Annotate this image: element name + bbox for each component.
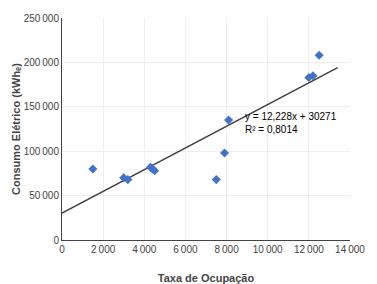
svg-text:250 000: 250 000 [24, 13, 60, 24]
svg-text:y = 12,228x + 30271R² = 0,8014: y = 12,228x + 30271R² = 0,8014 [245, 111, 337, 135]
svg-text:4 000: 4 000 [132, 244, 157, 255]
svg-text:10 000: 10 000 [253, 244, 283, 255]
svg-text:200 000: 200 000 [24, 57, 60, 68]
svg-text:14 000: 14 000 [335, 244, 365, 255]
svg-text:0: 0 [53, 235, 59, 246]
svg-text:150 000: 150 000 [24, 101, 60, 112]
svg-text:50 000: 50 000 [29, 190, 59, 201]
svg-text:12 000: 12 000 [294, 244, 324, 255]
svg-text:6 000: 6 000 [173, 244, 198, 255]
svg-text:Taxa de Ocupação: Taxa de Ocupação [158, 272, 255, 284]
svg-text:100 000: 100 000 [24, 146, 60, 157]
svg-text:Consumo Elétrico (kWhₑ): Consumo Elétrico (kWhₑ) [10, 63, 22, 195]
svg-text:8 000: 8 000 [214, 244, 239, 255]
svg-text:0: 0 [59, 244, 65, 255]
svg-text:2 000: 2 000 [91, 244, 116, 255]
